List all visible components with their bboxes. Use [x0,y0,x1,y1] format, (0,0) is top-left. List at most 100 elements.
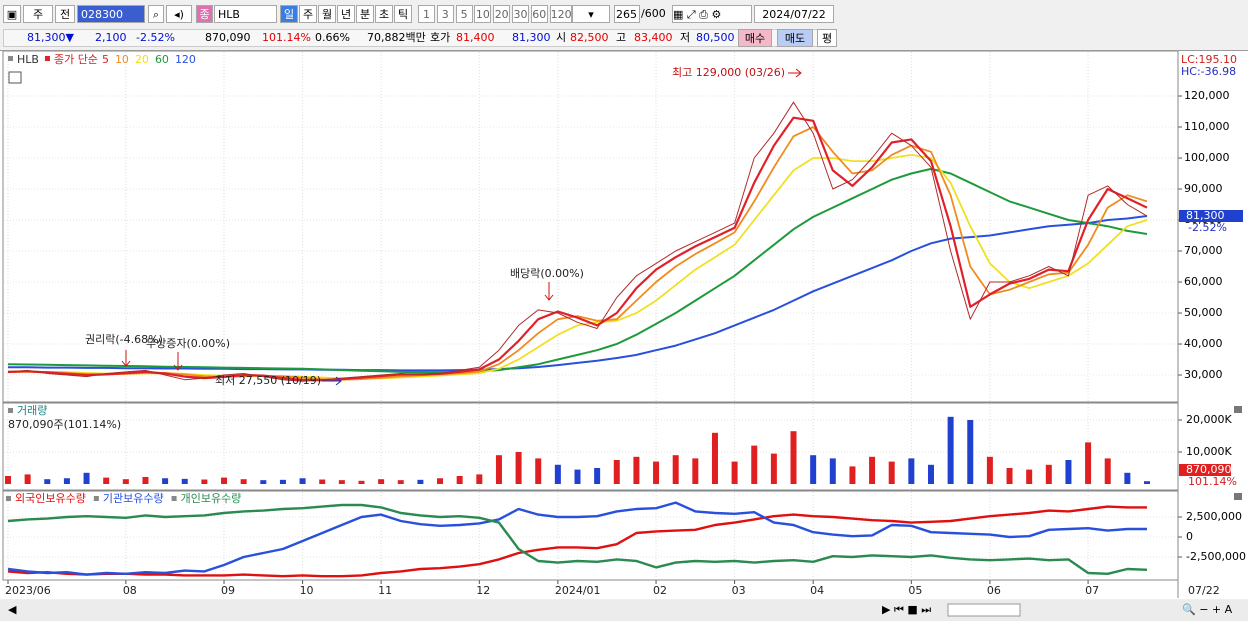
name-input[interactable]: HLB [214,5,277,23]
x-tick-label: 07 [1085,584,1099,597]
series-line [7,503,1148,575]
volume-bar [201,479,208,484]
interval-button[interactable]: 1 [418,5,435,23]
tool-icons[interactable]: ▦ ⤢ ⎙ ⚙ [672,5,752,23]
series-line [7,505,1147,578]
volume-bar [535,458,542,484]
series-line [8,215,1148,372]
volume-subtitle: 870,090주(101.14%) [8,418,121,431]
current-change: -2.52% [1188,221,1227,234]
period-select[interactable]: 주 [23,5,53,23]
unit-button[interactable]: 초 [375,5,393,23]
scroll-right[interactable]: ▶ ⏮ ■ ⏭ [882,603,931,616]
unit-button[interactable]: 주 [299,5,317,23]
x-end-label: 07/22 [1188,584,1220,597]
volume-bar [594,468,601,484]
scroll-thumb[interactable] [947,603,1021,617]
interval-button[interactable]: 60 [530,5,548,23]
volume-bar [1085,442,1092,484]
high: 83,400 [634,31,673,44]
volume-bar [437,478,444,484]
annotation: 최저 27,550 (10/19) [215,374,321,387]
x-tick-label: 2023/06 [5,584,51,597]
volume-bar [947,416,954,484]
price: 81,300▼ [27,31,74,44]
code-input[interactable]: 028300 [77,5,145,23]
unit-button[interactable]: 틱 [394,5,412,23]
scrollbar[interactable] [0,600,1248,621]
interval-button[interactable]: 20 [493,5,511,23]
y-tick-label: -2,500,000 [1186,550,1246,563]
annotation: 최고 129,000 (03/26) [672,66,785,79]
legend-swatch [8,56,13,61]
volume-bar [44,479,51,484]
current-volume-box [1179,464,1231,476]
unit-button[interactable]: 월 [318,5,336,23]
panel-close[interactable] [1234,406,1242,413]
volume-bar [869,456,876,484]
unit-button[interactable]: 년 [337,5,355,23]
x-tick-label: 02 [653,584,667,597]
interval-button[interactable]: 10 [474,5,492,23]
y-tick-label: 2,500,000 [1186,510,1242,523]
volume-bar [378,479,385,484]
y-tick-label: 60,000 [1184,275,1223,288]
volume-bar [221,477,228,484]
prev-button[interactable]: 전 [55,5,75,23]
interval-button[interactable]: 5 [455,5,473,23]
buy-button[interactable]: 매수 [738,29,772,47]
volume-bar [554,464,561,484]
series-line [7,167,1148,374]
date-input[interactable]: 2024/07/22 [754,5,834,23]
turnover: 0.66% [315,31,350,44]
volume-bar [417,479,424,484]
interval-button[interactable]: 30 [512,5,529,23]
x-tick-label: 03 [732,584,746,597]
x-tick-label: 08 [123,584,137,597]
panel-close[interactable] [1234,493,1242,500]
current-price-box [1179,209,1243,222]
sound-button[interactable]: ◂) [166,5,192,23]
annotation: 권리락(-4.68%) [85,333,163,346]
count-input[interactable]: 265 [614,5,640,23]
volume-bar [142,476,149,484]
annotation-arrow [121,350,131,367]
avg-button[interactable]: 평 [817,29,837,47]
unit-button[interactable]: 일 [280,5,298,23]
blank-select[interactable]: ▾ [572,5,610,23]
x-tick-label: 05 [908,584,922,597]
scroll-left[interactable]: ◀ [8,603,17,616]
market-badge[interactable]: 종 [196,5,213,23]
volume-bar [908,458,915,484]
chart-background [0,51,1248,599]
legend-entry: 5 [102,53,109,66]
zoom-controls[interactable]: 🔍 − + A [1182,602,1233,616]
sell-button[interactable]: 매도 [777,29,813,47]
y-tick-label: 20,000K [1186,413,1232,426]
y-tick-label: 70,000 [1184,244,1223,257]
x-tick-label: 04 [810,584,824,597]
change-rate: -2.52% [136,31,175,44]
x-tick-label: 09 [221,584,235,597]
y-tick-label: 100,000 [1184,151,1230,164]
menu-icon[interactable]: ▣ [3,5,21,23]
low-label: 저 [680,31,691,44]
volume-bar [790,431,797,484]
unit-button[interactable]: 분 [356,5,374,23]
interval-button[interactable]: 120 [549,5,572,23]
legend-swatch [6,496,11,501]
volume-bar [770,453,777,484]
annotation: 배당락(0.00%) [510,267,584,280]
volume-bar [122,479,129,484]
volume-bar [299,478,306,484]
volume-bar [653,461,660,484]
annotation-arrow [544,282,554,301]
table-icon[interactable] [8,71,22,84]
legend-label: HLB [17,53,39,66]
legend-swatch [171,496,177,501]
interval-button[interactable]: 3 [436,5,454,23]
volume-bar [279,479,286,484]
search-button[interactable]: ⌕ [148,5,164,23]
volume-bar [672,455,679,484]
